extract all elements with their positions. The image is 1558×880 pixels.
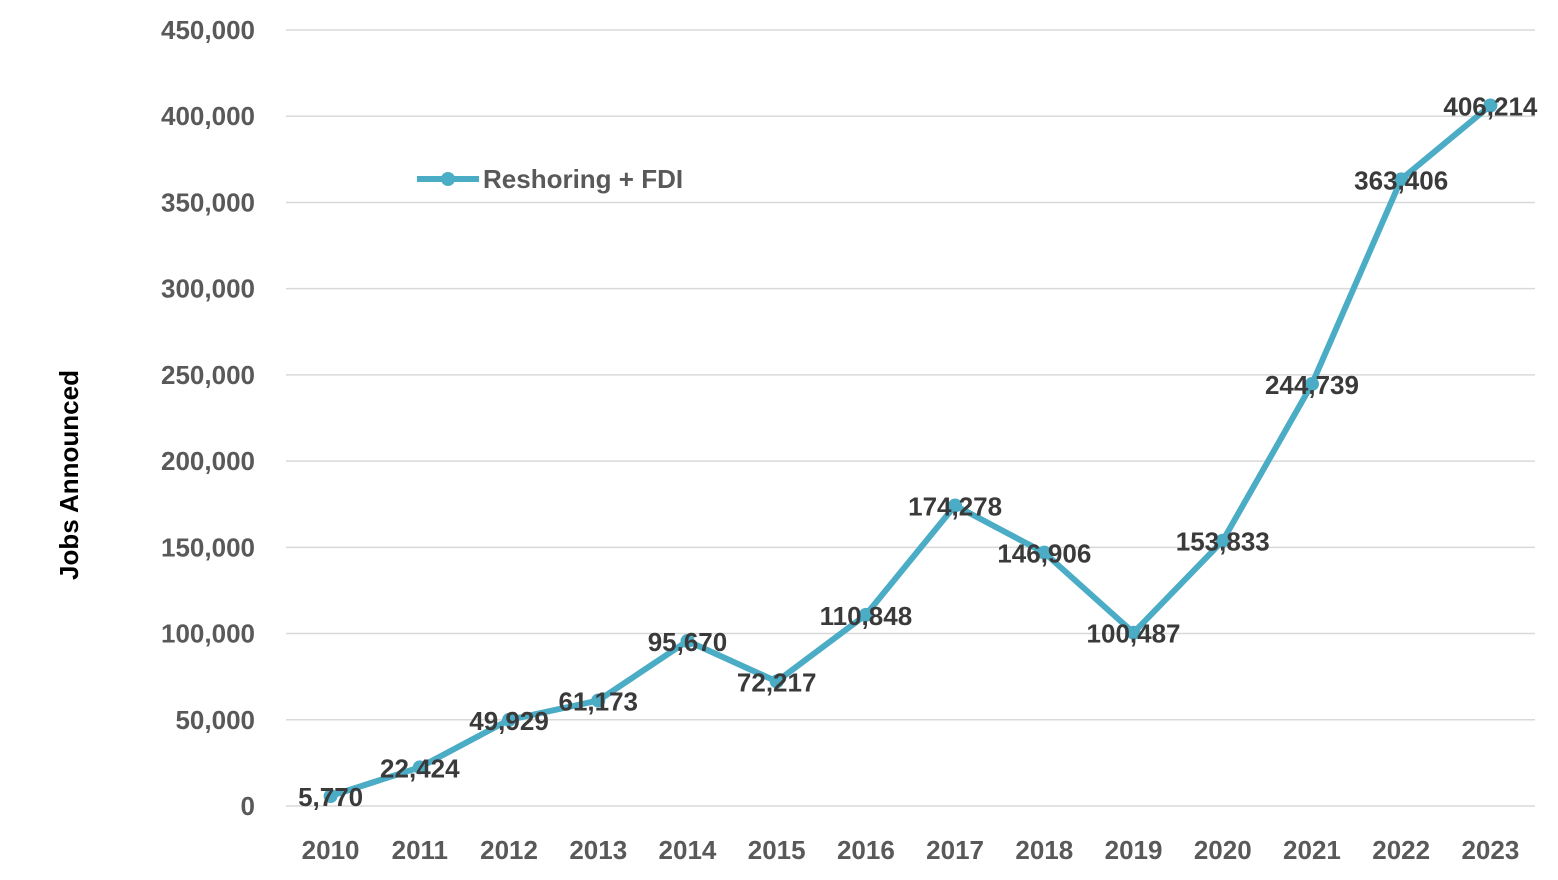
data-label: 244,739 [1265, 370, 1359, 400]
data-label: 174,278 [908, 491, 1002, 521]
data-label: 72,217 [737, 667, 817, 697]
data-point [948, 498, 963, 513]
x-tick-label: 2013 [569, 835, 627, 865]
data-labels: 5,770 22,424 49,929 61,173 95,670 72,217 110,8… [298, 92, 1538, 813]
data-point [680, 634, 695, 649]
data-point [1483, 98, 1498, 113]
x-tick-label: 2017 [926, 835, 984, 865]
y-tick-label: 0 [241, 791, 255, 821]
data-label: 100,487 [1087, 619, 1181, 649]
y-axis-title: Jobs Announced [54, 370, 84, 580]
data-point [1304, 376, 1319, 391]
data-label: 363,406 [1354, 165, 1448, 195]
data-point [412, 760, 427, 775]
data-label: 110,848 [820, 601, 913, 631]
x-tick-label: 2020 [1194, 835, 1252, 865]
data-label: 146,906 [997, 539, 1091, 569]
data-label: 406,214 [1443, 92, 1538, 122]
series-reshoring-fdi [323, 98, 1498, 804]
x-tick-label: 2021 [1283, 835, 1341, 865]
x-tick-label: 2010 [302, 835, 360, 865]
data-label: 153,833 [1176, 527, 1270, 557]
x-tick-label: 2014 [659, 835, 717, 865]
data-label: 22,424 [380, 753, 460, 783]
y-tick-label: 350,000 [161, 187, 255, 217]
data-label: 5,770 [298, 782, 363, 812]
x-tick-label: 2018 [1015, 835, 1073, 865]
x-tick-label: 2023 [1461, 835, 1519, 865]
x-tick-label: 2011 [392, 835, 448, 865]
legend: Reshoring + FDI [417, 164, 683, 194]
x-tick-label: 2016 [837, 835, 895, 865]
y-tick-label: 100,000 [161, 619, 255, 649]
x-tick-label: 2012 [480, 835, 538, 865]
x-axis-ticks: 2010 2011 2012 2013 2014 2015 2016 2017 2018 2019… [302, 835, 1520, 865]
y-tick-label: 150,000 [161, 532, 255, 562]
x-tick-label: 2019 [1105, 835, 1163, 865]
data-label: 95,670 [648, 627, 728, 657]
data-point [1215, 533, 1230, 548]
y-tick-label: 250,000 [161, 360, 255, 390]
data-point [323, 789, 338, 804]
y-axis-ticks: 0 50,000 100,000 150,000 200,000 250,000 300,0… [161, 15, 255, 821]
gridlines [286, 29, 1535, 807]
data-label: 61,173 [558, 687, 638, 717]
data-point [1394, 172, 1409, 187]
data-label: 49,929 [469, 706, 549, 736]
data-point [1126, 625, 1141, 640]
series-line [327, 102, 1494, 799]
y-tick-label: 400,000 [161, 101, 255, 131]
y-tick-label: 300,000 [161, 274, 255, 304]
legend-entry-label: Reshoring + FDI [483, 164, 683, 194]
data-point [591, 693, 606, 708]
data-point [1037, 545, 1052, 560]
data-point [769, 674, 784, 689]
data-point [502, 712, 517, 727]
y-tick-label: 50,000 [175, 705, 255, 735]
x-tick-label: 2015 [748, 835, 806, 865]
x-tick-label: 2022 [1372, 835, 1430, 865]
y-tick-label: 200,000 [161, 446, 255, 476]
y-tick-label: 450,000 [161, 15, 255, 45]
data-point [858, 607, 873, 622]
legend-marker-swatch [441, 172, 455, 186]
